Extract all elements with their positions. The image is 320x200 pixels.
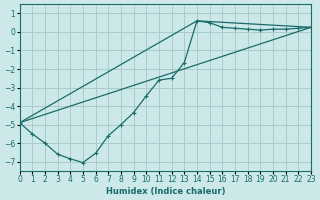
X-axis label: Humidex (Indice chaleur): Humidex (Indice chaleur)	[106, 187, 225, 196]
